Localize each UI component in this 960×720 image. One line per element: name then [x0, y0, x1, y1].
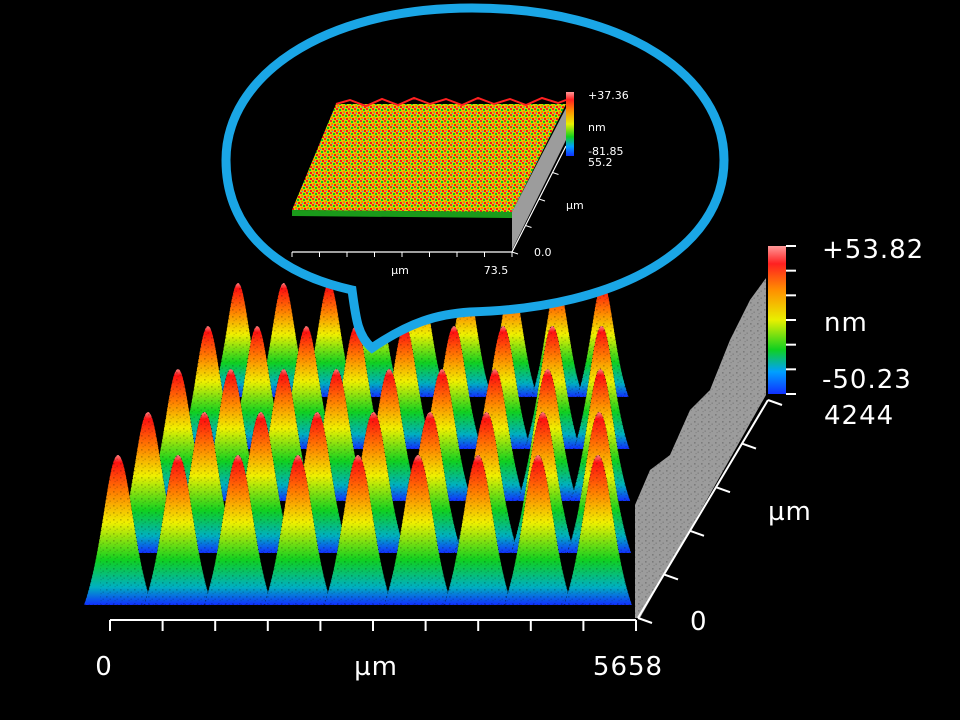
- main-x-unit-label: µm: [354, 652, 398, 682]
- inset-x-axis: µm 73.5: [291, 251, 513, 277]
- inset-color-scale: +37.36 nm -81.85: [566, 89, 629, 158]
- inset-y-min-label: 0.0: [534, 246, 552, 259]
- inset-x-unit-label: µm: [391, 264, 409, 277]
- inset-z-unit-label: nm: [588, 121, 606, 134]
- main-y-min-label: 0: [690, 607, 708, 637]
- inset-top-edge: [335, 96, 567, 108]
- inset-side-wall: [512, 108, 566, 250]
- main-y-axis: 0 µm 4244: [637, 399, 894, 637]
- inset-y-max-label: 55.2: [588, 156, 613, 169]
- main-colorbar: [768, 246, 786, 394]
- main-surface: [83, 240, 780, 620]
- inset-z-min-label: -81.85: [588, 145, 623, 158]
- inset-z-max-label: +37.36: [588, 89, 629, 102]
- main-y-unit-label: µm: [768, 497, 812, 527]
- inset-colorbar: [566, 92, 574, 156]
- main-z-unit-label: nm: [824, 308, 868, 338]
- main-x-axis: 0 µm 5658: [95, 619, 663, 682]
- main-z-max-label: +53.82: [822, 235, 924, 265]
- inset-x-max-label: 73.5: [484, 264, 509, 277]
- main-z-min-label: -50.23: [822, 365, 912, 395]
- main-color-scale: +53.82 nm -50.23: [768, 235, 924, 395]
- inset-y-unit-label: µm: [566, 199, 584, 212]
- main-x-min-label: 0: [95, 652, 113, 682]
- inset-y-axis: 0.0 µm 55.2: [511, 145, 613, 259]
- inset-top-face: [292, 104, 566, 212]
- inset-front-face: [292, 210, 512, 218]
- main-x-max-label: 5658: [593, 652, 663, 682]
- inset-surface: [292, 96, 567, 250]
- main-y-max-label: 4244: [824, 401, 894, 431]
